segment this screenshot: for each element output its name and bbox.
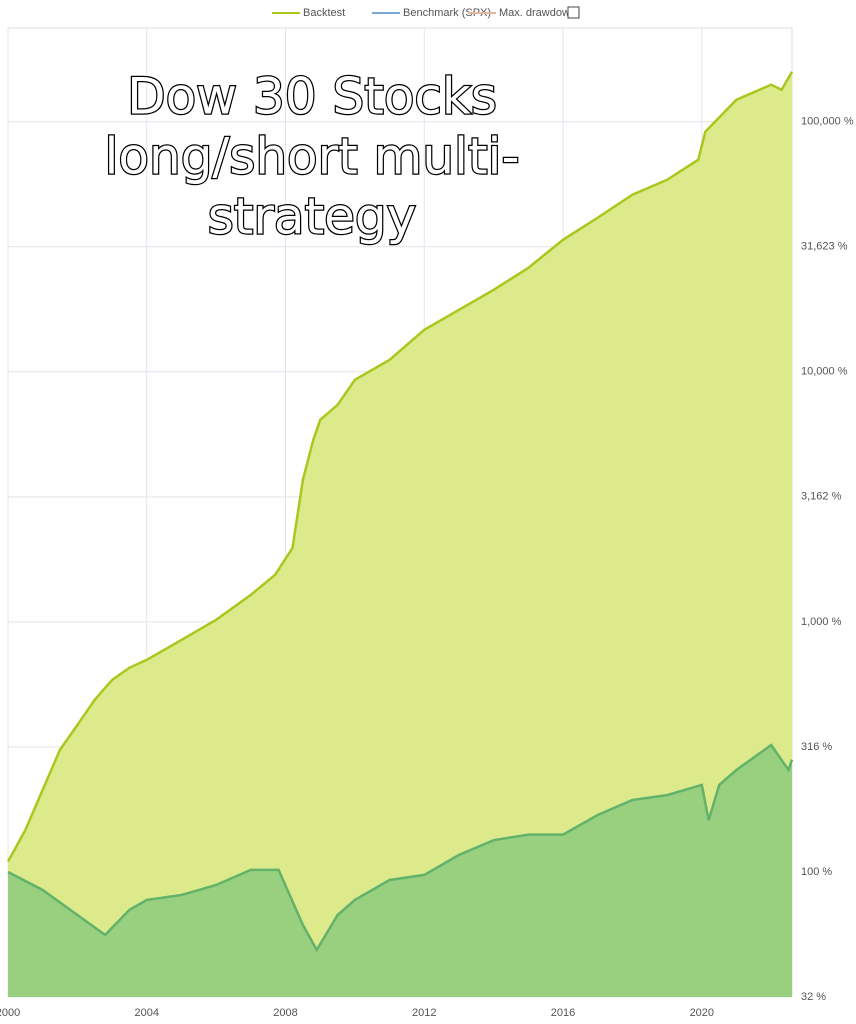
line [7, 743, 794, 953]
y-tick-label: 32 % [801, 991, 826, 1003]
y-tick-label: 3,162 % [801, 491, 842, 503]
x-tick-label: 2020 [690, 1007, 714, 1019]
y-tick-label: 100,000 % [801, 116, 854, 128]
y-tick-label: 31,623 % [801, 241, 848, 253]
area [8, 71, 792, 997]
y-tick-label: 316 % [801, 741, 832, 753]
y-tick-label: 1,000 % [801, 616, 842, 628]
x-tick-label: 2000 [0, 1007, 20, 1019]
x-tick-label: 2004 [135, 1007, 159, 1019]
legend-item: Benchmark (SPX) [372, 7, 491, 19]
legend-label: Benchmark (SPX) [403, 7, 491, 19]
legend-label: Max. drawdown [499, 7, 576, 19]
chart-title: Dow 30 Stocks [127, 68, 497, 126]
y-tick-label: 10,000 % [801, 366, 848, 378]
y-tick-label: 100 % [801, 866, 832, 878]
legend-label: Backtest [303, 7, 345, 19]
x-tick-label: 2012 [412, 1007, 436, 1019]
x-tick-label: 2016 [551, 1007, 575, 1019]
legend-item: Backtest [272, 7, 345, 19]
legend-checkbox[interactable] [567, 6, 580, 19]
area [8, 745, 792, 997]
chart-title: long/short multi- [105, 128, 520, 186]
line [6, 71, 794, 863]
chart-title: strategy [208, 188, 417, 246]
legend-item: Max. drawdown [468, 7, 576, 19]
x-tick-label: 2008 [273, 1007, 297, 1019]
